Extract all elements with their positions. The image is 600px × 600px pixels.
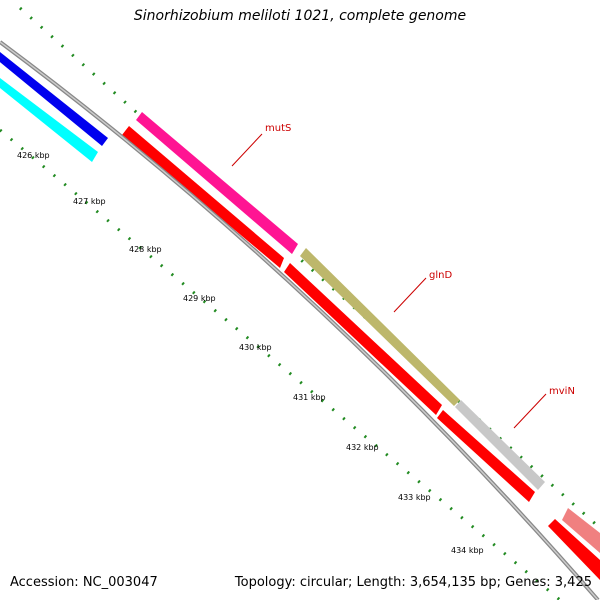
tick-label: 432 kbp (346, 443, 379, 452)
genome-summary-text: Topology: circular; Length: 3,654,135 bp… (234, 575, 592, 590)
gene-glnd[interactable] (300, 248, 460, 406)
gene-mvin[interactable] (455, 400, 545, 490)
inner-ruler-dots (0, 128, 561, 600)
tick-label: 428 kbp (129, 245, 162, 254)
gene-red-2[interactable] (284, 263, 442, 415)
tick-label: 431 kbp (293, 393, 326, 402)
gene-salmon[interactable] (562, 508, 600, 553)
gene-label-mvin: mviN (549, 386, 575, 397)
gene-red-4[interactable] (548, 519, 600, 580)
inner-strand-genes (122, 126, 600, 580)
tick-label: 427 kbp (73, 197, 106, 206)
mvin-leader (513, 393, 547, 429)
tick-label: 433 kbp (398, 493, 431, 502)
tick-label: 434 kbp (451, 546, 484, 555)
gene-label-muts: mutS (265, 123, 291, 134)
gene-cyan[interactable] (0, 78, 98, 162)
accession-text: Accession: NC_003047 (10, 575, 158, 590)
tick-label: 426 kbp (17, 151, 50, 160)
gene-red-1[interactable] (122, 126, 284, 268)
outer-ruler-dots (18, 6, 600, 530)
gene-red-3[interactable] (437, 410, 535, 502)
tick-label: 430 kbp (239, 343, 272, 352)
gene-blue[interactable] (0, 52, 108, 146)
glnd-leader (393, 277, 427, 313)
map-title: Sinorhizobium meliloti 1021, complete ge… (133, 8, 467, 24)
genome-backbone-highlight (0, 41, 599, 600)
muts-leader (231, 133, 263, 167)
tick-label: 429 kbp (183, 294, 216, 303)
outer-strand-genes (0, 52, 600, 553)
gene-label-glnd: glnD (429, 270, 452, 281)
gene-muts[interactable] (136, 112, 298, 254)
